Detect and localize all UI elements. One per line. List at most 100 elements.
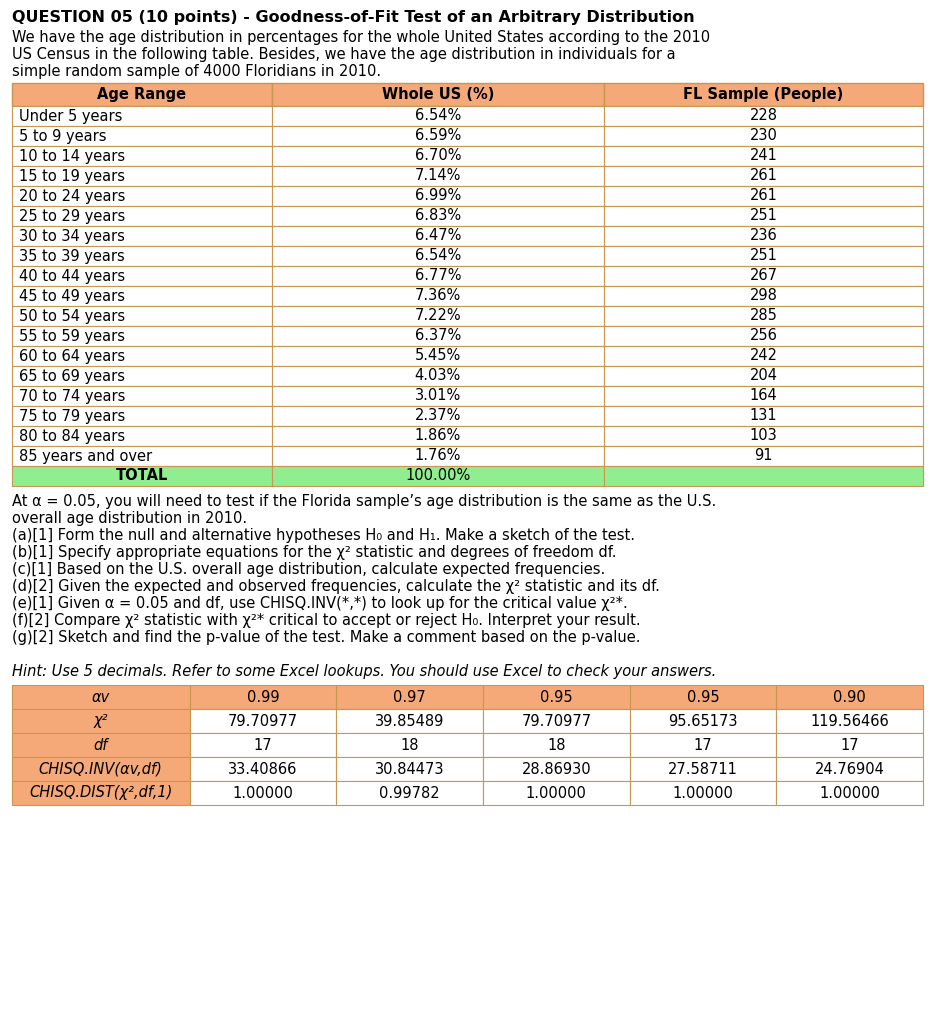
Text: 7.36%: 7.36% [415, 289, 461, 303]
Bar [337, 733, 483, 757]
Text: 267: 267 [750, 268, 778, 284]
Bar [12, 83, 272, 106]
Bar [604, 83, 923, 106]
Bar [337, 709, 483, 733]
Text: (c)[1] Based on the U.S. overall age distribution, calculate expected frequencie: (c)[1] Based on the U.S. overall age dis… [12, 562, 605, 577]
Bar [272, 366, 604, 386]
Text: 7.22%: 7.22% [414, 308, 461, 324]
Bar [604, 226, 923, 246]
Bar [12, 246, 272, 266]
Text: 1.76%: 1.76% [415, 449, 461, 464]
Text: 91: 91 [755, 449, 773, 464]
Bar [604, 146, 923, 166]
Text: 1.00000: 1.00000 [819, 785, 880, 801]
Bar [12, 326, 272, 346]
Text: 65 to 69 years: 65 to 69 years [19, 369, 125, 384]
Text: At α = 0.05, you will need to test if the Florida sample’s age distribution is t: At α = 0.05, you will need to test if th… [12, 494, 716, 509]
Text: QUESTION 05 (10 points) - Goodness-of-Fit Test of an Arbitrary Distribution: QUESTION 05 (10 points) - Goodness-of-Fi… [12, 10, 695, 25]
Text: 204: 204 [750, 369, 778, 384]
Text: 30 to 34 years: 30 to 34 years [19, 228, 125, 244]
Text: (g)[2] Sketch and find the p-value of the test. Make a comment based on the p-va: (g)[2] Sketch and find the p-value of th… [12, 630, 640, 645]
Bar [604, 326, 923, 346]
Bar [604, 266, 923, 286]
Text: 20 to 24 years: 20 to 24 years [19, 188, 125, 204]
Bar [272, 346, 604, 366]
Bar [190, 733, 337, 757]
Text: 230: 230 [750, 128, 778, 143]
Bar [12, 466, 272, 486]
Bar [12, 709, 190, 733]
Text: 6.37%: 6.37% [415, 329, 461, 343]
Text: 79.70977: 79.70977 [228, 714, 298, 728]
Bar [272, 186, 604, 206]
Bar [776, 685, 923, 709]
Text: 1.00000: 1.00000 [525, 785, 587, 801]
Text: 6.54%: 6.54% [415, 109, 461, 124]
Text: 17: 17 [253, 737, 272, 753]
Bar [272, 466, 604, 486]
Text: df: df [94, 737, 108, 753]
Text: 30.84473: 30.84473 [375, 762, 444, 776]
Text: CHISQ.INV(αv,df): CHISQ.INV(αv,df) [39, 762, 163, 776]
Bar [272, 306, 604, 326]
Text: 18: 18 [400, 737, 419, 753]
Bar [272, 206, 604, 226]
Text: 256: 256 [750, 329, 778, 343]
Text: 251: 251 [750, 249, 778, 263]
Text: 236: 236 [750, 228, 777, 244]
Text: 131: 131 [750, 409, 777, 424]
Text: 50 to 54 years: 50 to 54 years [19, 308, 125, 324]
Text: 251: 251 [750, 209, 778, 223]
Text: overall age distribution in 2010.: overall age distribution in 2010. [12, 511, 247, 526]
Bar [604, 366, 923, 386]
Text: 4.03%: 4.03% [415, 369, 461, 384]
Text: 164: 164 [750, 388, 777, 403]
Text: 0.90: 0.90 [833, 689, 866, 705]
Text: 39.85489: 39.85489 [375, 714, 444, 728]
Text: 17: 17 [694, 737, 712, 753]
Text: 6.54%: 6.54% [415, 249, 461, 263]
Bar [604, 166, 923, 186]
Text: US Census in the following table. Besides, we have the age distribution in indiv: US Census in the following table. Beside… [12, 47, 676, 62]
Text: 298: 298 [750, 289, 778, 303]
Bar [190, 781, 337, 805]
Bar [272, 386, 604, 406]
Bar [190, 757, 337, 781]
Text: 6.59%: 6.59% [415, 128, 461, 143]
Bar [629, 733, 776, 757]
Text: 35 to 39 years: 35 to 39 years [19, 249, 124, 263]
Text: 0.97: 0.97 [394, 689, 426, 705]
Text: Whole US (%): Whole US (%) [381, 87, 494, 102]
Bar [12, 685, 190, 709]
Bar [272, 166, 604, 186]
Text: 5.45%: 5.45% [415, 348, 461, 364]
Text: (a)[1] Form the null and alternative hypotheses H₀ and H₁. Make a sketch of the : (a)[1] Form the null and alternative hyp… [12, 528, 635, 543]
Bar [12, 781, 190, 805]
Bar [272, 426, 604, 446]
Bar [12, 346, 272, 366]
Bar [604, 406, 923, 426]
Text: 17: 17 [841, 737, 859, 753]
Text: 45 to 49 years: 45 to 49 years [19, 289, 125, 303]
Text: 1.86%: 1.86% [415, 428, 461, 443]
Bar [12, 306, 272, 326]
Text: 5 to 9 years: 5 to 9 years [19, 128, 107, 143]
Bar [272, 106, 604, 126]
Bar [12, 406, 272, 426]
Bar [604, 246, 923, 266]
Bar [604, 426, 923, 446]
Bar [12, 757, 190, 781]
Bar [272, 266, 604, 286]
Bar [12, 386, 272, 406]
Bar [604, 286, 923, 306]
Text: 40 to 44 years: 40 to 44 years [19, 268, 125, 284]
Text: 10 to 14 years: 10 to 14 years [19, 148, 125, 164]
Text: 27.58711: 27.58711 [668, 762, 738, 776]
Bar [776, 757, 923, 781]
Bar [190, 709, 337, 733]
Text: (b)[1] Specify appropriate equations for the χ² statistic and degrees of freedom: (b)[1] Specify appropriate equations for… [12, 545, 616, 560]
Text: 228: 228 [750, 109, 778, 124]
Text: Hint: Use 5 decimals. Refer to some Excel lookups. You should use Excel to check: Hint: Use 5 decimals. Refer to some Exce… [12, 664, 716, 679]
Text: χ²: χ² [94, 714, 108, 728]
Bar [483, 757, 629, 781]
